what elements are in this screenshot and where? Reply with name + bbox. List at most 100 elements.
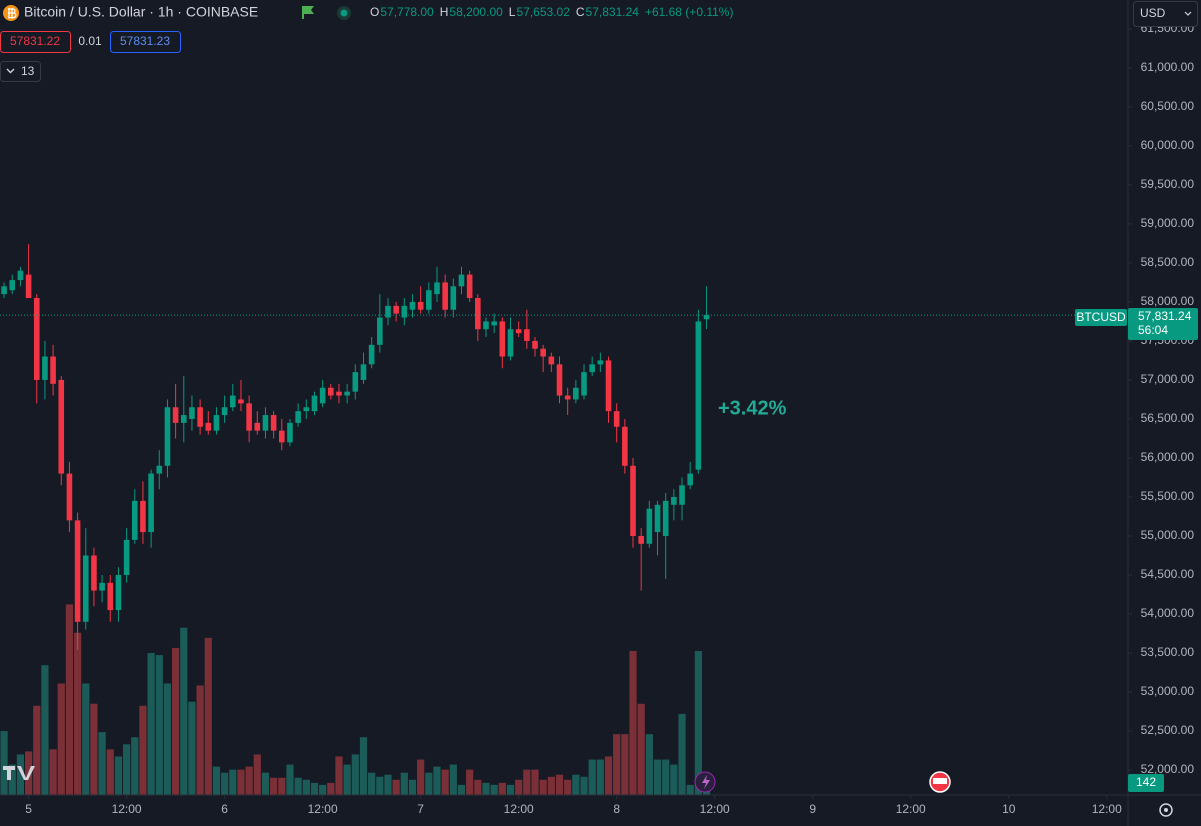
x-tick-label: 10 <box>1002 802 1016 816</box>
volume-bar <box>670 764 678 795</box>
x-tick-label: 8 <box>613 802 620 816</box>
volume-bar <box>441 769 449 795</box>
volume-bar <box>653 759 662 795</box>
volume-bar <box>449 764 457 795</box>
candle-body <box>140 500 146 533</box>
y-tick-label: 55,000.00 <box>1141 528 1195 542</box>
candle-body <box>426 290 432 310</box>
candle-body <box>564 395 571 400</box>
volume-bar <box>686 784 694 795</box>
y-tick-label: 59,500.00 <box>1141 177 1195 191</box>
volume-bar <box>155 655 163 795</box>
buy-box[interactable] <box>110 31 181 53</box>
candle-body <box>197 407 203 427</box>
candle-body <box>172 407 179 423</box>
candle-body <box>262 415 269 431</box>
currency-select[interactable] <box>1133 1 1198 27</box>
symbol-tag-box <box>1075 309 1127 326</box>
volume-bar <box>662 759 670 795</box>
candle-body <box>548 356 555 365</box>
candle-body <box>295 411 301 423</box>
indicator-count[interactable]: 13 <box>21 64 35 78</box>
ohlc-key: L <box>509 5 516 19</box>
candle-body <box>303 407 310 412</box>
volume-bar <box>131 737 139 795</box>
y-tick-label: 60,000.00 <box>1141 138 1195 152</box>
sell-box[interactable] <box>0 31 71 53</box>
flag-icon[interactable] <box>302 6 314 19</box>
y-tick-label: 53,500.00 <box>1141 645 1195 659</box>
y-tick-label: 52,500.00 <box>1141 723 1195 737</box>
volume-bar <box>555 774 564 795</box>
ohlc-value: 57,653.02 <box>516 5 570 19</box>
volume-bar <box>368 772 376 795</box>
volume-bar <box>539 779 547 795</box>
chevron <box>6 68 15 74</box>
candle-body <box>613 411 620 427</box>
candle-body <box>254 422 261 431</box>
candle-body <box>475 298 481 330</box>
volume-bar <box>490 784 498 795</box>
candle-body <box>401 305 408 318</box>
volume-bar <box>278 777 286 795</box>
candle-body <box>148 473 154 533</box>
candle-body <box>671 496 677 505</box>
symbol-title[interactable]: Bitcoin / U.S. Dollar · 1h · COINBASE <box>24 4 258 20</box>
y-tick-label: 58,500.00 <box>1141 255 1195 269</box>
volume-bar <box>596 759 604 795</box>
volume-bar <box>678 713 686 795</box>
candle-body <box>311 395 318 412</box>
ohlc-key: H <box>440 5 449 19</box>
candle-body <box>417 301 424 310</box>
y-tick-label: 52,000.00 <box>1141 762 1195 776</box>
bid-price[interactable]: 57831.22 <box>10 34 60 48</box>
tv-logo[interactable] <box>3 766 35 780</box>
candle-body <box>9 280 16 291</box>
candle-body <box>91 555 97 591</box>
candle-body <box>131 500 138 540</box>
candle-body <box>66 473 73 521</box>
change: +61.68 (+0.11%) <box>645 5 734 19</box>
candle-body <box>377 317 383 345</box>
candle-body <box>450 286 457 310</box>
candle-body <box>605 360 612 412</box>
volume-bar <box>106 749 114 795</box>
candle-body <box>205 422 212 431</box>
candle-body <box>622 426 628 466</box>
candle-body <box>679 485 685 505</box>
volume-bar <box>580 776 588 795</box>
y-tick-label: 57,000.00 <box>1141 372 1195 386</box>
volume-bar <box>531 769 539 795</box>
ohlc-legend: O 57,778.00 H 58,200.00 L 57,653.02 C 57,831.24… <box>370 5 733 19</box>
volume-bar <box>33 705 41 795</box>
candle-body <box>33 298 40 380</box>
x-tick-label: 5 <box>25 802 32 816</box>
settings-icon[interactable] <box>1159 803 1173 817</box>
candle-body <box>107 582 114 611</box>
currency[interactable]: USD <box>1140 6 1166 20</box>
indicators-toggle[interactable] <box>0 61 41 82</box>
volume-bar <box>82 683 90 795</box>
candle-body <box>695 321 702 470</box>
volume-bar <box>98 732 106 795</box>
candle-body <box>156 465 163 474</box>
volume-bar <box>204 637 212 795</box>
volume-bar <box>286 764 294 795</box>
x-tick-label: 9 <box>809 802 816 816</box>
volume-bar <box>613 734 621 795</box>
candle-body <box>221 407 228 416</box>
candle-body <box>115 574 122 611</box>
ask-price[interactable]: 57831.23 <box>120 34 170 48</box>
volume-bar <box>588 759 596 795</box>
axes: 52,000.00 52,500.00 53,000.00 53,500.00 54,0… <box>25 21 1194 816</box>
volume-bar <box>221 772 229 795</box>
volume-bar <box>310 782 319 795</box>
volume-bar <box>139 705 147 795</box>
volume-bar <box>196 685 204 795</box>
ohlc-value: 58,200.00 <box>449 5 503 19</box>
volume-bar <box>637 703 645 795</box>
y-tick-label: 60,500.00 <box>1141 99 1195 113</box>
candle-body <box>42 356 48 380</box>
candle-body <box>703 315 710 320</box>
